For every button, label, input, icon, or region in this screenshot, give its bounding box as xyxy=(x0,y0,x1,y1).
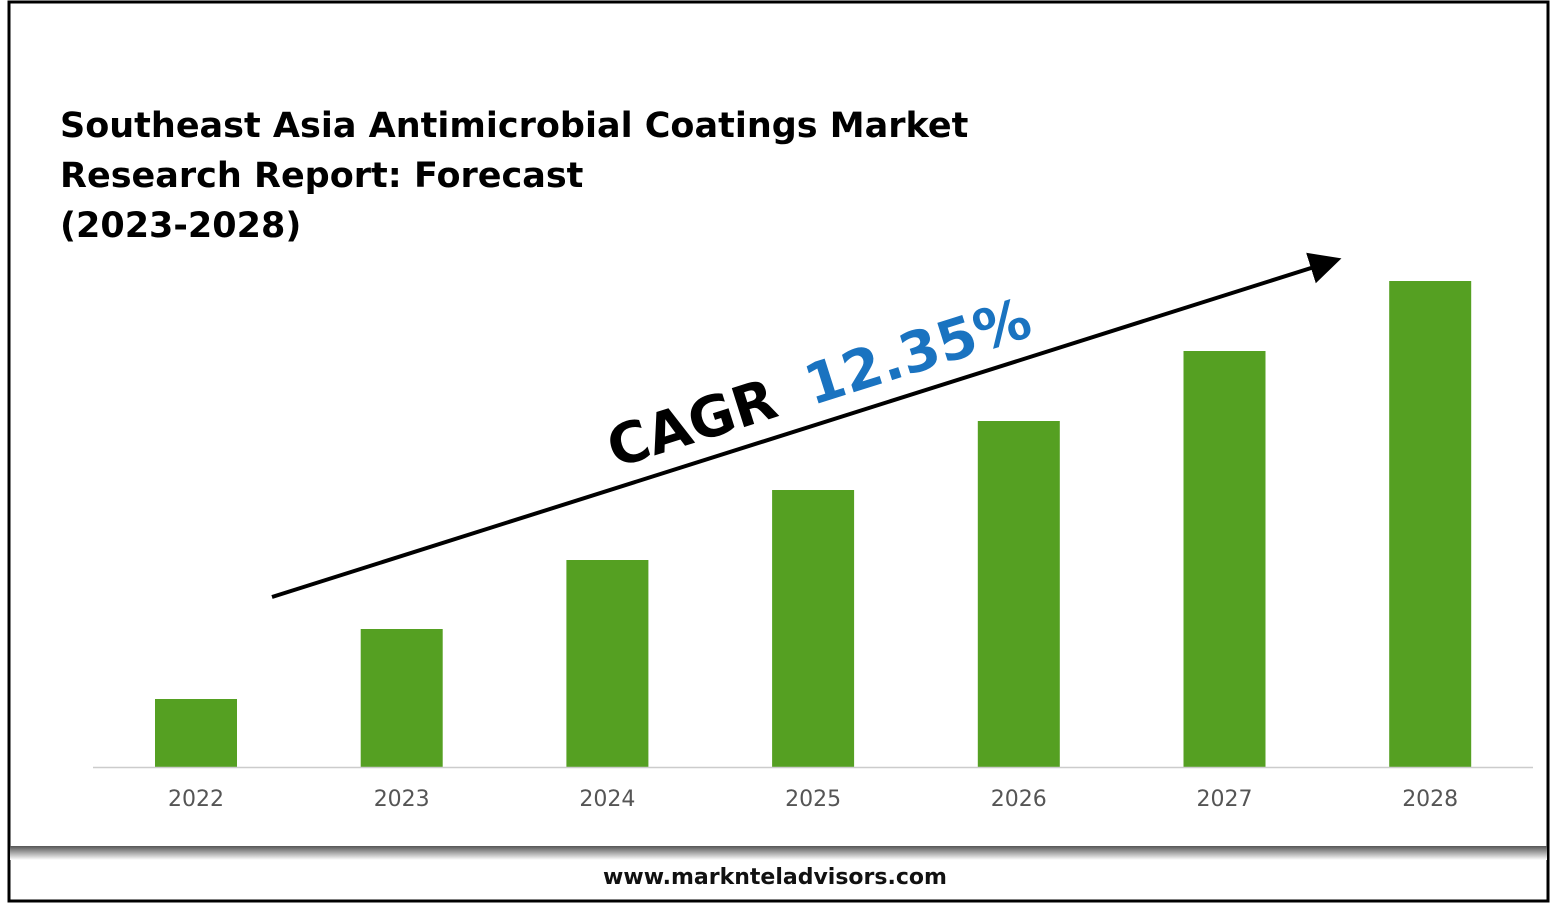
x-tick-label-2025: 2025 xyxy=(785,787,841,812)
footer-divider xyxy=(10,846,1547,860)
x-tick-label-2028: 2028 xyxy=(1402,787,1458,812)
growth-arrow xyxy=(271,252,1342,599)
chart-title-line-3: (2023-2028) xyxy=(60,206,301,246)
bar-2026 xyxy=(977,421,1060,767)
x-tick-label-2023: 2023 xyxy=(374,787,430,812)
x-tick-label-2022: 2022 xyxy=(168,787,224,812)
x-tick-label-2024: 2024 xyxy=(579,787,635,812)
bar-2028 xyxy=(1389,281,1472,767)
bar-2025 xyxy=(772,490,855,767)
bar-2022 xyxy=(155,699,237,767)
x-tick-label-2026: 2026 xyxy=(991,787,1047,812)
bar-2023 xyxy=(360,629,443,767)
x-tick-labels: 2022 2023 2024 2025 2026 2027 2028 xyxy=(168,787,1458,812)
footer-website: www.marknteladvisors.com xyxy=(603,865,947,890)
chart-title-line-2: Research Report: Forecast xyxy=(60,156,583,196)
chart-title-line-1: Southeast Asia Antimicrobial Coatings Ma… xyxy=(60,106,968,146)
x-tick-label-2027: 2027 xyxy=(1197,787,1253,812)
bar-2027 xyxy=(1183,351,1266,767)
bar-2024 xyxy=(566,560,649,767)
bars-group xyxy=(155,281,1472,767)
